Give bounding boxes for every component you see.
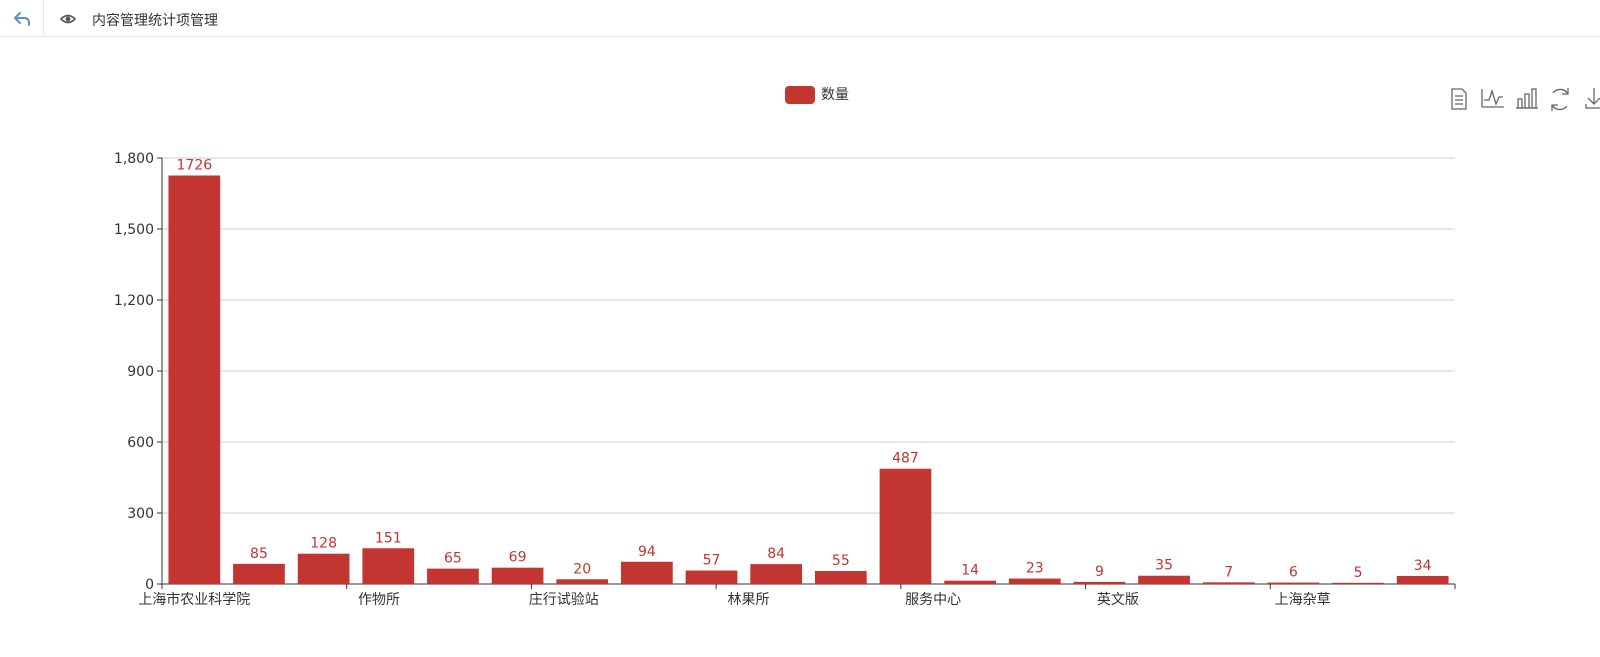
- data-label: 6: [1289, 565, 1298, 581]
- line-chart-icon[interactable]: [1481, 88, 1504, 108]
- data-label: 65: [444, 551, 462, 567]
- bar[interactable]: [1073, 581, 1126, 584]
- bar[interactable]: [556, 579, 609, 584]
- x-tick-label: 庄行试验站: [529, 591, 599, 608]
- data-label: 7: [1224, 564, 1233, 580]
- x-tick-label: 林果所: [727, 592, 769, 608]
- refresh-icon[interactable]: [1551, 88, 1569, 111]
- page-title: 内容管理统计项管理: [92, 13, 218, 29]
- bar[interactable]: [1332, 582, 1384, 584]
- bar[interactable]: [427, 568, 479, 584]
- y-axis: 0 300 600 900 1,200 1,500 1,800: [114, 151, 163, 593]
- bar[interactable]: [1267, 582, 1320, 584]
- data-label: 55: [832, 553, 850, 569]
- bar[interactable]: [491, 567, 544, 584]
- legend-label: 数量: [821, 87, 849, 103]
- data-label: 57: [703, 553, 721, 569]
- data-label: 487: [892, 451, 919, 467]
- x-tick-label: 英文版: [1097, 591, 1139, 608]
- data-label: 128: [310, 536, 337, 552]
- data-label: 34: [1414, 558, 1432, 574]
- data-label: 1726: [177, 158, 213, 174]
- data-view-icon[interactable]: [1451, 88, 1467, 110]
- download-icon[interactable]: [1585, 88, 1600, 109]
- x-axis: 上海市农业科学院 作物所 庄行试验站 林果所 服务中心 英文版 上海杂草: [138, 583, 1456, 608]
- x-tick-label: 上海市农业科学院: [138, 591, 250, 608]
- y-tick-label: 900: [127, 364, 154, 380]
- bar[interactable]: [297, 553, 350, 584]
- bar[interactable]: [750, 564, 803, 584]
- data-label: 69: [509, 550, 527, 566]
- y-tick-label: 300: [127, 506, 154, 522]
- bar[interactable]: [944, 580, 996, 584]
- bar-chart: 数量: [114, 86, 1600, 608]
- x-tick-label: 上海杂草: [1275, 592, 1331, 608]
- y-tick-label: 0: [145, 577, 154, 593]
- bar[interactable]: [1396, 575, 1449, 584]
- eye-icon: [60, 14, 76, 24]
- data-label: 20: [573, 561, 591, 577]
- x-tick-label: 服务中心: [905, 592, 961, 608]
- bar[interactable]: [814, 570, 867, 584]
- bars: [168, 175, 1449, 584]
- bar[interactable]: [362, 548, 415, 584]
- bar[interactable]: [1138, 575, 1190, 584]
- y-tick-label: 600: [127, 435, 154, 451]
- bar[interactable]: [879, 468, 932, 584]
- top-bar: 内容管理统计项管理: [0, 0, 1600, 37]
- bar[interactable]: [1202, 582, 1255, 584]
- data-label: 151: [375, 530, 402, 546]
- y-tick-label: 1,200: [114, 293, 154, 309]
- y-tick-label: 1,800: [114, 151, 154, 167]
- data-label: 5: [1354, 565, 1363, 581]
- bar[interactable]: [621, 561, 673, 584]
- bar[interactable]: [685, 570, 738, 584]
- data-label: 84: [767, 546, 785, 562]
- x-tick-label: 作物所: [358, 592, 400, 608]
- toolbox: [1451, 88, 1600, 111]
- bar-chart-icon[interactable]: [1516, 88, 1538, 109]
- data-label: 85: [250, 546, 268, 562]
- grid-lines: [162, 157, 1455, 514]
- data-label: 35: [1155, 558, 1173, 574]
- y-tick-label: 1,500: [114, 222, 154, 238]
- bar[interactable]: [233, 563, 285, 584]
- back-arrow-icon: [13, 11, 30, 26]
- bar[interactable]: [168, 175, 221, 584]
- bar[interactable]: [1008, 578, 1061, 584]
- legend[interactable]: 数量: [785, 86, 849, 104]
- data-label: 23: [1026, 561, 1044, 577]
- legend-swatch: [785, 86, 815, 104]
- back-button[interactable]: [0, 0, 44, 37]
- data-label: 14: [961, 563, 979, 579]
- data-label: 9: [1095, 564, 1104, 580]
- data-label: 94: [638, 544, 656, 560]
